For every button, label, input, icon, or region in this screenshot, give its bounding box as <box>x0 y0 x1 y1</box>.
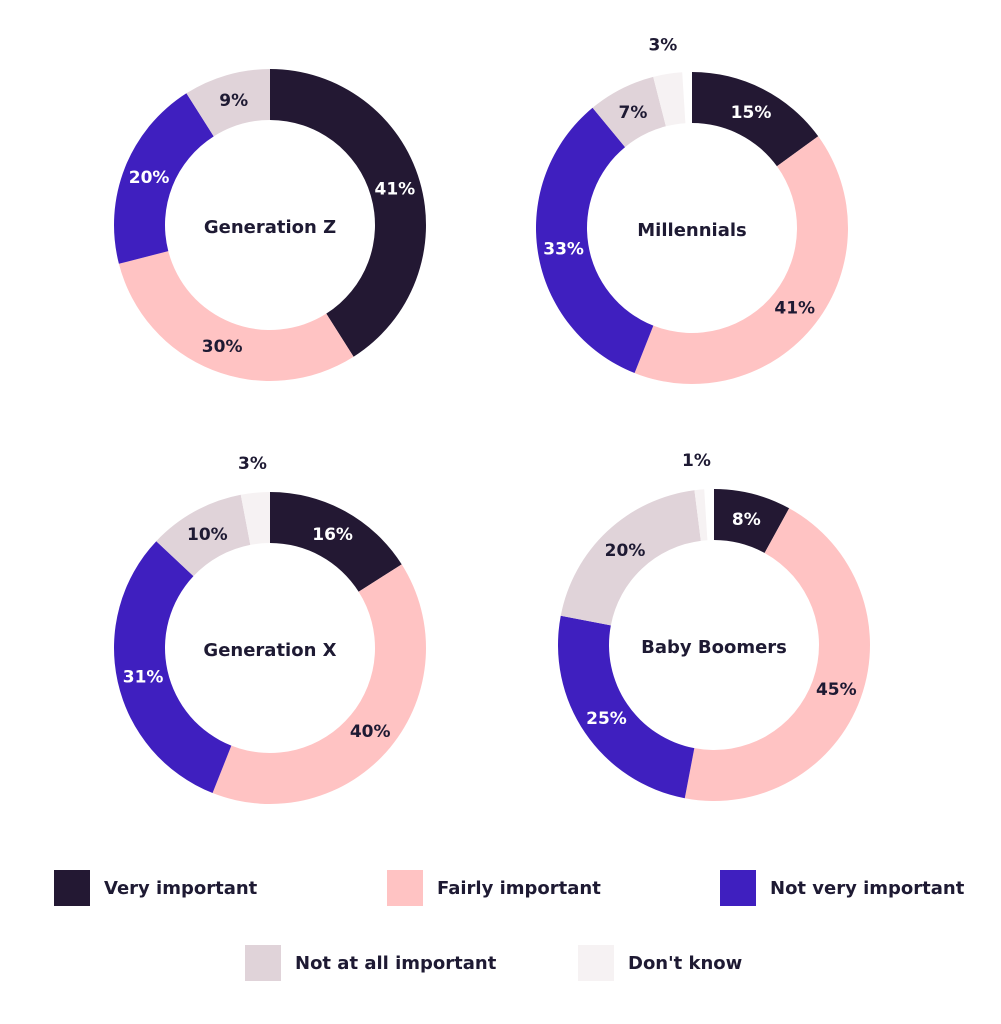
slice-not-at-all-important <box>560 490 701 626</box>
slice-not-very-important <box>557 615 695 799</box>
data-label: 3% <box>648 35 677 55</box>
slice-fairly-important <box>118 251 354 381</box>
legend-item: Don't know <box>578 945 742 981</box>
data-label: 8% <box>732 510 761 530</box>
legend-swatch <box>387 870 423 906</box>
data-label: 30% <box>202 337 243 357</box>
donut-generation-x: 16% 40% 31% 10% 3% Generation X <box>114 454 426 804</box>
data-label: 40% <box>350 722 391 742</box>
legend-label: Fairly important <box>437 877 601 899</box>
data-label: 41% <box>774 299 815 319</box>
legend-item: Not at all important <box>245 945 496 981</box>
data-label: 45% <box>816 680 857 700</box>
slice-don-t-know <box>240 492 270 545</box>
donut-baby-boomers: 8% 45% 25% 20% 1% Baby Boomers <box>557 451 871 802</box>
slice-don-t-know <box>694 489 708 541</box>
slice-fairly-important <box>634 136 848 384</box>
slice-very-important <box>714 489 790 553</box>
legend-item: Not very important <box>720 870 964 906</box>
donut-title: Generation Z <box>204 217 336 238</box>
donut-title: Generation X <box>203 640 336 661</box>
data-label: 9% <box>219 91 248 111</box>
legend-item: Very important <box>54 870 257 906</box>
legend-item: Fairly important <box>387 870 601 906</box>
donut-millennials: 15% 41% 33% 7% 3% Millennials <box>536 35 848 384</box>
data-label: 20% <box>605 541 646 561</box>
legend-swatch <box>245 945 281 981</box>
donut-title: Baby Boomers <box>641 637 787 658</box>
legend-swatch <box>720 870 756 906</box>
donut-title: Millennials <box>637 220 746 241</box>
data-label: 20% <box>129 168 170 188</box>
slice-not-at-all-important <box>186 69 270 137</box>
slice-very-important <box>692 72 819 167</box>
slice-fairly-important <box>684 508 871 802</box>
data-label: 25% <box>586 709 627 729</box>
slice-not-very-important <box>113 93 214 264</box>
data-label: 41% <box>374 180 415 200</box>
slice-don-t-know <box>653 72 686 127</box>
data-label: 33% <box>543 239 584 259</box>
donut-generation-z: 41% 30% 20% 9% Generation Z <box>113 69 426 381</box>
data-label: 16% <box>312 525 353 545</box>
slice-fairly-important <box>212 564 426 804</box>
data-label: 7% <box>619 103 648 123</box>
slice-not-at-all-important <box>156 494 251 577</box>
slice-not-very-important <box>114 541 232 794</box>
slice-not-at-all-important <box>592 76 666 148</box>
slice-not-very-important <box>536 107 654 374</box>
data-label: 31% <box>123 667 164 687</box>
data-label: 15% <box>731 103 772 123</box>
legend-swatch <box>54 870 90 906</box>
data-label: 3% <box>238 454 267 474</box>
legend-label: Don't know <box>628 952 743 974</box>
legend-label: Not at all important <box>295 952 497 974</box>
legend-label: Very important <box>104 877 258 899</box>
data-label: 1% <box>682 451 711 471</box>
data-label: 10% <box>187 525 228 545</box>
slice-very-important <box>270 492 402 592</box>
slice-very-important <box>270 69 426 357</box>
legend-swatch <box>578 945 614 981</box>
legend-label: Not very important <box>770 877 965 899</box>
